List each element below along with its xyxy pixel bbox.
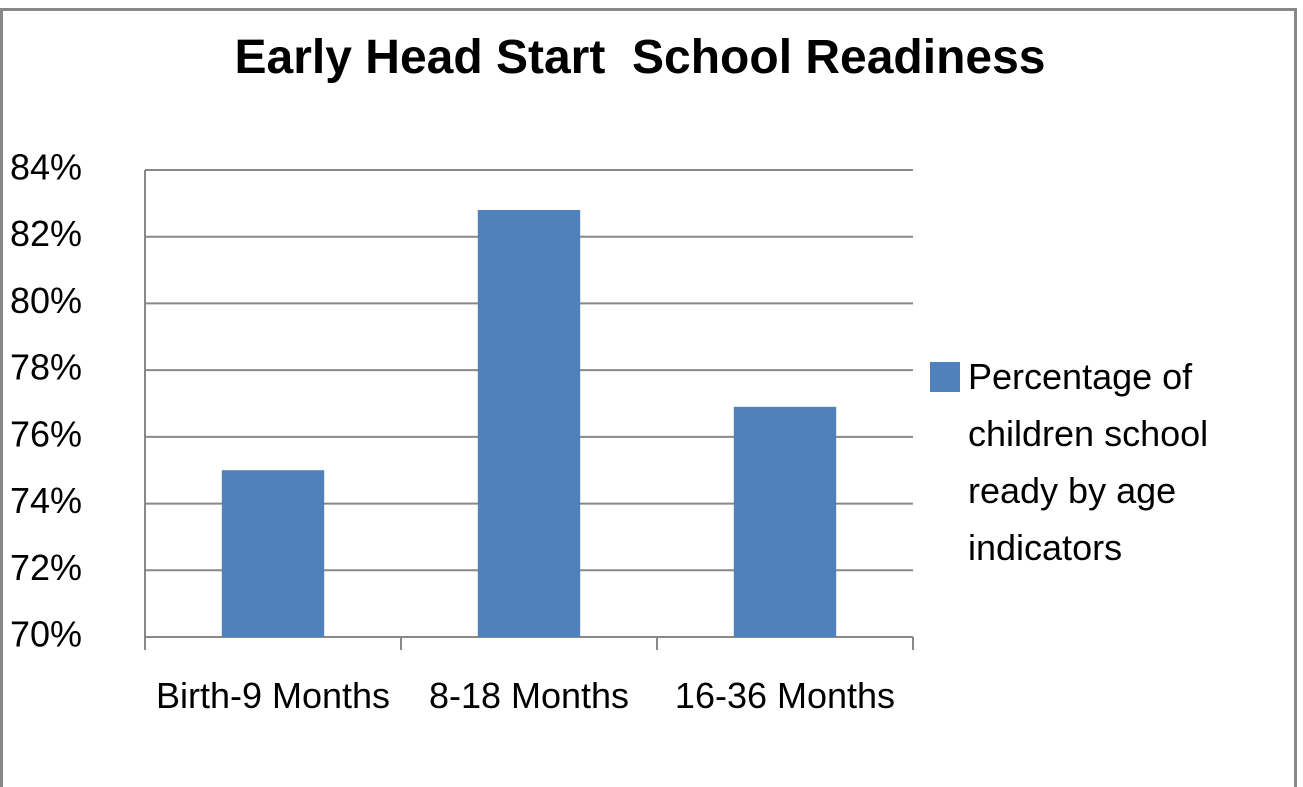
chart-title: Early Head Start School Readiness xyxy=(234,31,1046,84)
chart-frame xyxy=(0,8,1297,787)
y-tick-label: 70% xyxy=(10,614,82,655)
bar xyxy=(221,470,325,637)
y-tick-label: 72% xyxy=(10,547,82,588)
legend-label: Percentage of children school ready by a… xyxy=(968,356,1209,568)
y-tick-label: 76% xyxy=(10,413,82,454)
y-tick-label: 80% xyxy=(10,280,82,321)
y-tick-label: 78% xyxy=(10,347,82,388)
bar xyxy=(477,210,581,637)
legend-swatch xyxy=(930,362,960,392)
x-tick-label: 16-36 Months xyxy=(674,675,896,716)
y-tick-label: 82% xyxy=(10,213,82,254)
y-tick-label: 74% xyxy=(10,480,82,521)
y-tick-label: 84% xyxy=(10,147,82,188)
x-tick-label: Birth-9 Months xyxy=(155,675,391,716)
bar xyxy=(733,406,837,637)
x-tick-label: 8-18 Months xyxy=(428,675,630,716)
